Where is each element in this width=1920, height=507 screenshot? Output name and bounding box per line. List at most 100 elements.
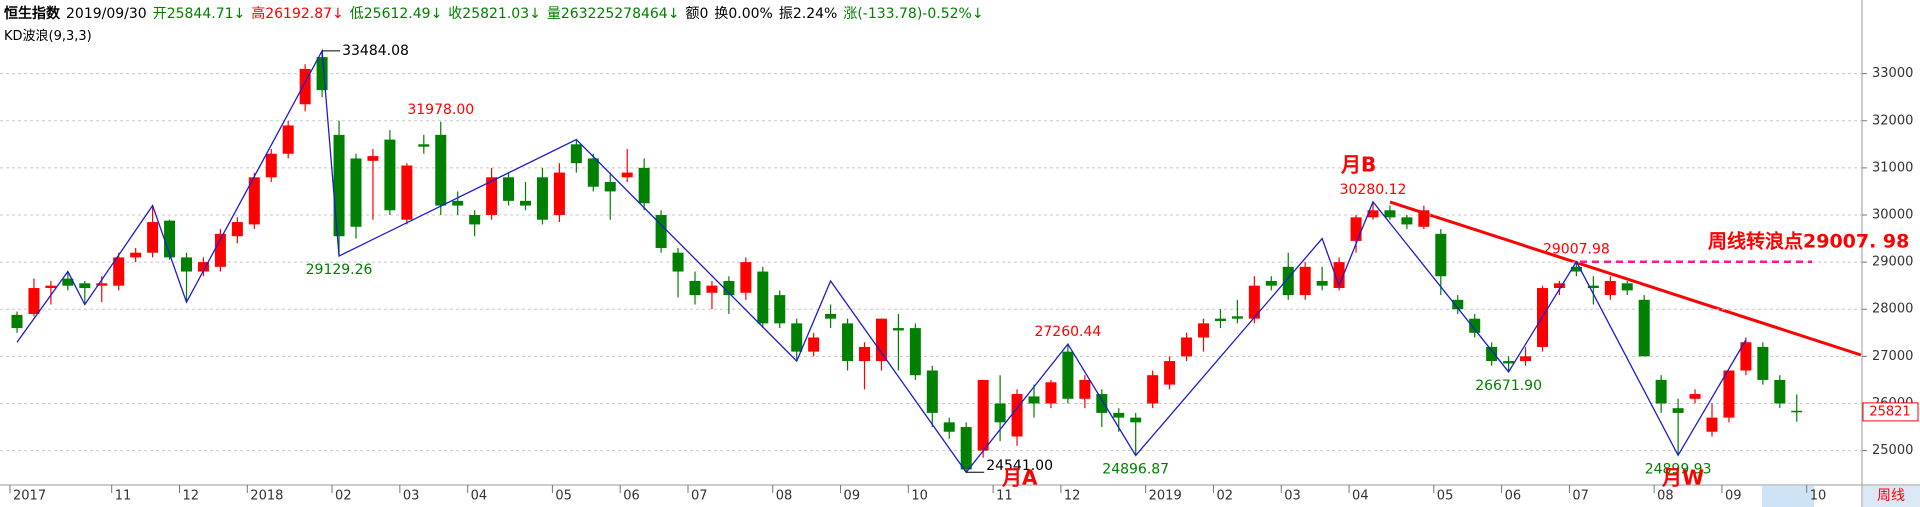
candle-body [1214,318,1226,322]
quote-item: 涨(-133.78)-0.52%↓ [843,6,984,22]
candle-body [604,182,616,192]
quote-item: 振2.24% [778,6,838,22]
candle-body [350,158,362,227]
candle-body [689,280,701,296]
note: 月B [1340,153,1376,177]
annotation-label: 26671.90 [1475,378,1542,394]
x-tick-label: 2018 [250,489,283,504]
candle-body [231,222,243,237]
candle-body [333,134,345,237]
y-tick-label: 30000 [1872,207,1913,222]
candle-body [452,200,464,206]
note: 月A [1001,466,1038,490]
x-tick-label: 12 [183,489,200,504]
annotation-label: 33484.08 [342,43,409,59]
candle-body [1265,280,1277,286]
annotation-label: 29007.98 [1543,242,1610,258]
candle-body [248,177,260,225]
candle-body [1231,316,1243,319]
x-tick-label: 04 [1352,489,1369,504]
candle-body [503,177,515,201]
candle-body [1740,342,1752,371]
quote-item: 额0 [685,6,709,22]
candle-body [299,68,311,105]
candle-body [435,134,447,206]
x-tick-label: 11 [115,489,132,504]
candle-body [1553,283,1565,289]
candle-body [1638,299,1650,357]
candle-body [1689,394,1701,399]
y-tick-label: 31000 [1872,160,1913,175]
x-tick-label: 09 [844,489,861,504]
candle-body [655,214,667,248]
x-tick-label: 03 [403,489,420,504]
candle-body [486,177,498,215]
candle-body [79,283,91,289]
candle-body [265,153,277,178]
candle-body [401,165,413,220]
candle-body [1062,351,1074,399]
quote-item: 量263225278464↓ [546,6,680,22]
note: 周线转浪点29007. 98 [1708,230,1909,253]
candle-body [1130,417,1142,423]
candle-body [214,233,226,267]
header: 恒生指数 2019/09/30 开25844.71↓ 高26192.87↓ 低25612… [4,3,996,23]
annotation-label: 29129.26 [306,262,373,278]
quote-item: 开25844.71↓ [152,6,246,22]
candle-body [1299,266,1311,296]
quote-item: 换0.00% [714,6,773,22]
candle-body [1164,361,1176,385]
candle-body [1350,217,1362,241]
annotation-label: 24899.93 [1645,461,1712,477]
candle-body [1028,396,1040,404]
candle-body [1011,394,1023,437]
candle-body [757,271,769,324]
candle-body [672,252,684,272]
x-tick-label: 10 [911,489,928,504]
candle-body [960,427,972,470]
candle-body [994,403,1006,423]
candle-body [1367,210,1379,218]
y-tick-label: 32000 [1872,113,1913,128]
x-tick-label: 08 [1657,489,1674,504]
candle-body [418,144,430,147]
plot: 2500026000270002800029000300003100032000… [0,43,1919,504]
candle-body [28,288,40,314]
annotation-label: 30280.12 [1340,182,1407,198]
candle-body [909,328,921,376]
candle-body [316,57,328,91]
candle-body [147,222,159,253]
quote-item: 低25612.49↓ [349,6,443,22]
candle-body [977,379,989,451]
x-tick-label: 02 [1216,489,1233,504]
candle-body [113,257,125,286]
candle-body [1113,412,1125,418]
candle-body [1333,262,1345,289]
trend-line [1389,200,1862,357]
candle-body [164,220,176,258]
candle-body [62,278,74,286]
x-tick-label: 06 [1505,489,1522,504]
candle-body [1384,210,1396,218]
candle-body [384,139,396,211]
candle-body [520,200,531,206]
candle-body [1079,379,1091,399]
x-tick-label: 08 [776,489,793,504]
candle-body [1774,379,1786,404]
indicator-name: KD波浪(9,3,3) [4,29,92,44]
annotation-label: 27260.44 [1034,324,1101,340]
x-tick-label: 12 [1064,489,1081,504]
period-label: 周线 [1877,488,1905,504]
candle-body [1503,361,1515,364]
y-tick-label: 27000 [1872,349,1913,364]
candle-body [1706,417,1718,432]
x-tick-label: 05 [1437,489,1454,504]
last-price-box [1862,402,1919,422]
candle-body [1452,299,1464,310]
candle-body [1282,266,1294,296]
candle-body [45,285,57,289]
x-tick-label: 2019 [1149,489,1182,504]
